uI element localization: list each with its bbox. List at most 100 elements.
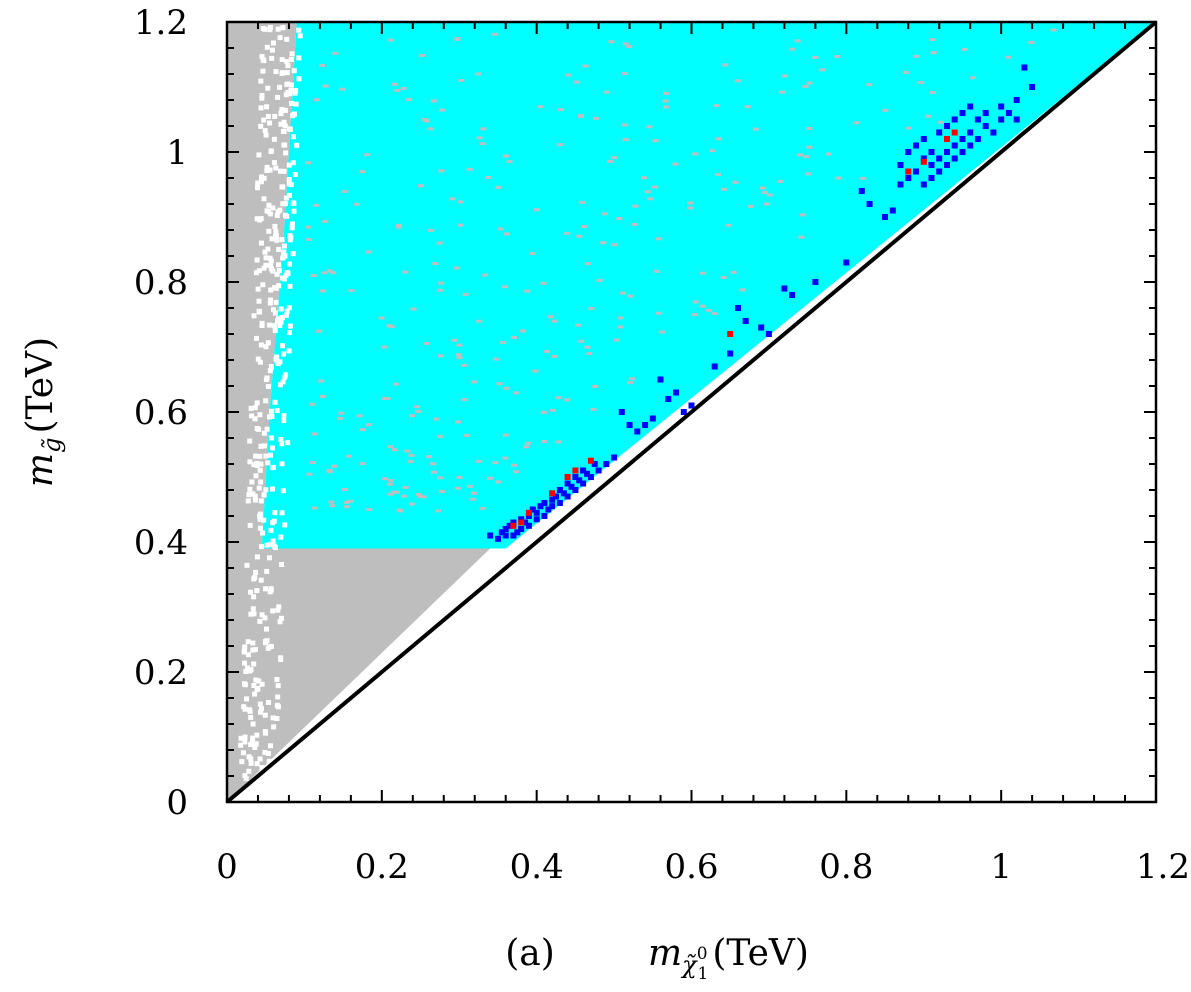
point-blue [564,480,571,487]
speckle-white [261,175,267,181]
point-red [549,490,556,497]
speckle-gray [806,126,813,130]
speckle-white [267,167,273,173]
speckle-white [290,113,296,119]
speckle-white [297,33,303,39]
speckle-gray [387,445,394,449]
speckle-white [271,518,277,524]
point-blue [580,467,587,474]
speckle-white [254,257,260,263]
speckle-white [264,568,270,574]
speckle-gray [662,99,669,103]
speckle-gray [343,505,350,509]
speckle-white [265,246,271,252]
speckle-white [291,208,297,214]
speckle-white [280,70,286,76]
x-tick-label: 0 [216,847,238,887]
speckle-white [284,308,290,314]
speckle-gray [504,232,511,236]
panel-label-text: (a) [505,933,555,974]
speckle-white [283,201,289,207]
point-blue [556,500,563,506]
speckle-white [246,754,252,760]
speckle-white [244,562,250,568]
speckle-gray [322,84,329,88]
speckle-gray [338,411,345,415]
speckle-gray [390,490,397,494]
speckle-white [278,121,284,127]
speckle-white [242,734,248,740]
speckle-gray [603,90,610,94]
speckle-white [292,90,298,96]
speckle-gray [777,179,784,183]
speckle-white [260,26,266,31]
speckle-white [267,27,273,33]
speckle-gray [524,289,531,293]
point-blue [657,376,664,383]
speckle-gray [711,312,718,316]
point-blue [1029,84,1036,90]
speckle-white [272,399,278,405]
speckle-white [272,223,278,229]
speckle-white [282,522,288,528]
speckle-white [279,510,285,516]
speckle-gray [779,90,786,94]
speckle-gray [347,499,354,503]
point-blue [618,409,625,415]
y-tick-label: 0.8 [134,263,188,303]
speckle-white [275,26,281,32]
speckle-white [282,123,288,129]
speckle-gray [557,143,564,147]
speckle-gray [314,98,320,102]
x-label-sub-sup: 0 [697,944,708,964]
speckle-gray [407,460,414,464]
speckle-gray [692,152,699,156]
speckle-white [296,55,302,61]
speckle-gray [479,506,486,510]
speckle-gray [913,54,920,58]
point-blue [642,422,649,428]
speckle-white [265,751,271,756]
speckle-white [253,677,259,683]
speckle-gray [714,173,721,176]
speckle-white [250,721,256,727]
speckle-white [274,356,280,361]
speckle-gray [438,489,445,493]
speckle-gray [426,455,433,459]
diagonal-line [225,20,1158,804]
speckle-gray [356,414,363,418]
speckle-gray [699,304,706,308]
speckle-gray [359,462,366,466]
speckle-white [281,249,287,255]
point-red [587,457,594,464]
speckle-gray [456,475,463,479]
speckle-gray [543,349,550,353]
speckle-white [276,604,282,610]
speckle-gray [796,153,803,157]
speckle-gray [930,51,937,55]
speckle-gray [613,338,620,342]
speckle-white [263,344,269,350]
point-blue [533,509,540,516]
speckle-white [289,51,295,57]
speckle-white [270,40,276,46]
speckle-gray [806,81,813,85]
speckle-white [284,70,290,76]
speckle-white [282,142,288,148]
speckle-gray [782,74,789,78]
point-blue [967,103,974,110]
point-blue [568,483,575,490]
speckle-white [263,398,269,404]
speckle-white [270,715,276,721]
point-blue [506,522,513,529]
speckle-white [251,594,257,600]
point-blue [928,162,935,168]
speckle-white [264,164,270,170]
speckle-white [292,172,298,177]
speckle-gray [463,433,470,437]
speckle-white [277,35,283,41]
speckle-white [271,785,277,791]
point-blue [858,188,865,194]
speckle-gray [339,87,346,91]
speckle-white [270,205,276,211]
